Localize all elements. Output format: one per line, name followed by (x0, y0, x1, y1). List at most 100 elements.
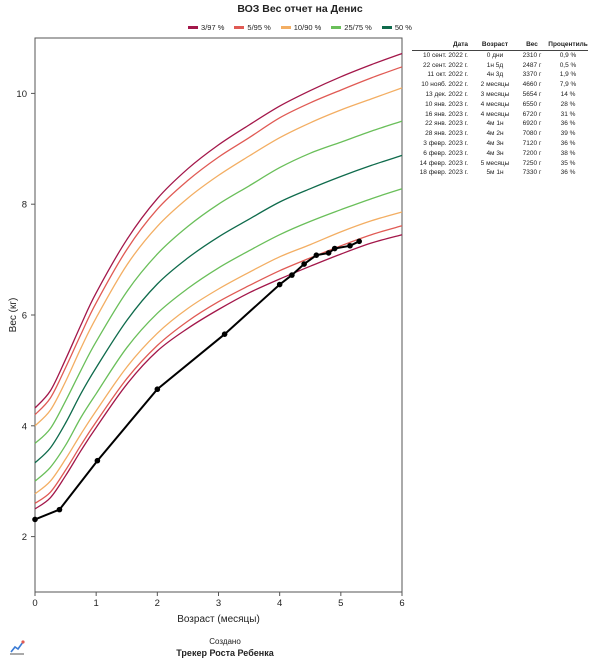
table-row: 16 янв. 2023 г. 4 месяцы 6720 г 31 % (412, 110, 588, 120)
table-cell-age: 3 месяцы (480, 90, 510, 98)
chart-legend: 3/97 % 5/95 % 10/90 % 25/75 % 50 % (0, 23, 600, 32)
table-cell-date: 22 янв. 2023 г. (425, 120, 468, 128)
table-cell-weight: 2310 г (522, 51, 542, 59)
table-row: 28 янв. 2023 г. 4м 2н 7080 г 39 % (412, 129, 588, 139)
table-cell-age: 4м 1н (486, 120, 504, 128)
table-cell-date: 3 февр. 2023 г. (423, 139, 468, 147)
table-cell-date: 22 сент. 2022 г. (422, 61, 468, 69)
x-tick-label: 2 (155, 598, 160, 609)
footer-app-name: Трекер Роста Ребенка (176, 648, 274, 658)
table-cell-weight: 7330 г (522, 169, 542, 177)
growth-tracker-logo-icon (10, 640, 25, 655)
table-cell-percentile: 36 % (560, 139, 576, 147)
legend-swatch (381, 26, 392, 29)
legend-item: 25/75 % (331, 23, 372, 32)
table-cell-percentile: 0,5 % (559, 61, 577, 69)
table-cell-percentile: 39 % (560, 130, 576, 138)
table-cell-date: 6 февр. 2023 г. (423, 149, 468, 157)
legend-swatch (280, 26, 291, 29)
child-weight-point (56, 506, 63, 513)
table-cell-date: 10 янв. 2023 г. (425, 100, 468, 108)
table-body: 10 сент. 2022 г. 0 дни 2310 г 0,9 % 22 сент.… (412, 51, 588, 178)
table-cell-age: 2 месяцы (480, 81, 510, 89)
table-row: 10 сент. 2022 г. 0 дни 2310 г 0,9 % (412, 51, 588, 61)
header-date: Дата (452, 41, 468, 48)
legend-swatch (188, 26, 199, 29)
table-cell-percentile: 7,9 % (559, 81, 577, 89)
table-cell-percentile: 1,9 % (559, 71, 577, 79)
child-weight-point (94, 457, 101, 464)
child-weight-point (221, 331, 228, 337)
table-cell-age: 4 месяцы (480, 100, 510, 108)
percentile-curve (34, 154, 403, 464)
legend-item: 3/97 % (188, 23, 224, 32)
x-tick-label: 4 (277, 598, 282, 609)
x-tick-label: 6 (399, 598, 404, 609)
table-cell-age: 4м 3н (486, 149, 504, 157)
table-row: 13 дек. 2022 г. 3 месяцы 5654 г 14 % (412, 90, 588, 100)
table-cell-percentile: 14 % (560, 90, 576, 98)
table-cell-date: 13 дек. 2022 г. (425, 90, 468, 98)
child-weight-line (34, 240, 360, 521)
legend-label: 25/75 % (344, 23, 372, 32)
child-weight-point (301, 261, 307, 267)
table-row: 11 окт. 2022 г. 4н 3д 3370 г 1,9 % (412, 70, 588, 80)
table-cell-weight: 4660 г (522, 81, 542, 89)
table-cell-age: 4м 3н (486, 139, 504, 147)
table-cell-date: 10 нояб. 2022 г. (421, 81, 468, 89)
table-row: 14 февр. 2023 г. 5 месяцы 7250 г 35 % (412, 159, 588, 169)
percentile-curve (34, 87, 403, 427)
percentile-curve (34, 225, 403, 504)
table-cell-age: 5м 1н (486, 169, 504, 177)
table-cell-age: 4н 3д (486, 71, 504, 79)
header-weight: Вес (526, 41, 538, 48)
percentile-curve (34, 66, 403, 416)
table-cell-weight: 6720 г (522, 110, 542, 118)
y-tick-label: 6 (22, 311, 27, 322)
y-tick-label: 8 (22, 200, 27, 211)
percentile-curve (34, 188, 403, 482)
y-tick-label: 10 (16, 89, 27, 100)
table-cell-percentile: 36 % (560, 169, 576, 177)
percentile-curve (34, 120, 403, 444)
child-weight-point (313, 252, 320, 258)
table-cell-age: 5 месяцы (480, 159, 510, 167)
child-weight-point (347, 242, 353, 249)
table-row: 18 февр. 2023 г. 5м 1н 7330 г 36 % (412, 168, 588, 178)
table-row: 22 сент. 2022 г. 1н 5д 2487 г 0,5 % (412, 61, 588, 71)
legend-item: 5/95 % (234, 23, 271, 32)
legend-item: 50 % (381, 23, 412, 32)
child-weight-point (32, 516, 38, 523)
table-cell-weight: 6920 г (522, 120, 542, 128)
table-cell-date: 28 янв. 2023 г. (425, 130, 468, 138)
y-axis-title: Вес (кг) (8, 298, 19, 333)
table-cell-date: 11 окт. 2022 г. (427, 71, 468, 79)
x-tick-label: 0 (32, 598, 37, 609)
chart-title: ВОЗ Вес отчет на Денис (237, 3, 363, 15)
table-cell-weight: 7200 г (522, 149, 542, 157)
table-cell-percentile: 35 % (560, 159, 576, 167)
table-cell-weight: 7250 г (522, 159, 542, 167)
table-cell-date: 10 сент. 2022 г. (422, 51, 468, 59)
table-cell-percentile: 38 % (560, 149, 576, 157)
table-cell-percentile: 0,9 % (559, 51, 577, 59)
table-cell-weight: 7120 г (522, 139, 542, 147)
table-row: 10 янв. 2023 г. 4 месяцы 6550 г 28 % (412, 100, 588, 110)
x-axis-title: Возраст (месяцы) (177, 614, 260, 625)
table-cell-age: 1н 5д (486, 61, 504, 69)
footer-created-label: Создано (209, 637, 241, 646)
x-tick-label: 5 (338, 598, 343, 609)
table-row: 3 февр. 2023 г. 4м 3н 7120 г 36 % (412, 139, 588, 149)
percentile-curve (34, 211, 403, 495)
table-row: 10 нояб. 2022 г. 2 месяцы 4660 г 7,9 % (412, 80, 588, 90)
table-cell-date: 18 февр. 2023 г. (419, 169, 468, 177)
table-cell-weight: 7080 г (522, 130, 542, 138)
y-tick-label: 2 (22, 532, 27, 543)
table-cell-age: 4 месяцы (480, 110, 510, 118)
table-row: 22 янв. 2023 г. 4м 1н 6920 г 36 % (412, 119, 588, 129)
child-weight-point (356, 238, 362, 245)
table-cell-weight: 2487 г (522, 61, 542, 69)
child-weight-point (325, 250, 332, 256)
table-cell-date: 16 янв. 2023 г. (425, 110, 468, 118)
header-percentile: Процентиль (548, 41, 588, 48)
